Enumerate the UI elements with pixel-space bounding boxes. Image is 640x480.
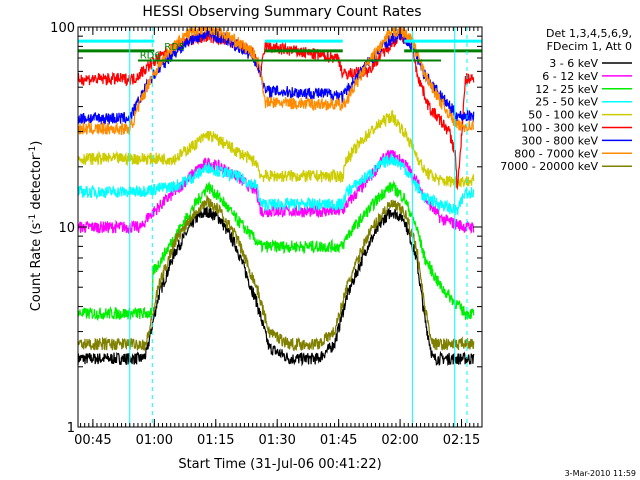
legend-entry-label: 3 - 6 keV	[549, 57, 598, 70]
x-tick-label: 02:00	[381, 433, 418, 448]
y-label-exponent: -1	[28, 146, 38, 155]
x-tick-label: 02:15	[443, 433, 480, 448]
y-tick-label: 10	[58, 221, 75, 236]
x-tick-label: 01:00	[136, 433, 173, 448]
x-axis-label: Start Time (31-Jul-06 00:41:22)	[178, 457, 381, 472]
x-tick-label: 01:30	[258, 433, 295, 448]
series-line	[77, 28, 475, 126]
y-axis-label: Count Rate (s-1 detector-1)	[28, 141, 44, 312]
annotation-label: RD6	[140, 50, 161, 61]
y-tick-label: 1	[67, 421, 75, 436]
legend-entry-label: 50 - 100 keV	[528, 109, 598, 122]
chart-title: HESSI Observing Summary Count Rates	[142, 4, 421, 20]
x-tick-label: 01:45	[320, 433, 357, 448]
legend-entry-label: 6 - 12 keV	[542, 70, 598, 83]
legend-entry-label: 800 - 7000 keV	[514, 147, 598, 160]
y-label-part: Count Rate (s	[29, 223, 44, 312]
legend-entry-label: 7000 - 20000 keV	[500, 160, 598, 173]
plot-timestamp: 3-Mar-2010 11:59	[565, 469, 636, 478]
series-line	[77, 109, 475, 189]
x-tick-label: 01:15	[197, 433, 234, 448]
y-label-part: )	[29, 141, 44, 146]
legend-entry-label: 12 - 25 keV	[535, 83, 598, 96]
annotation-label: RD5	[164, 42, 185, 53]
legend: Det 1,3,4,5,6,9,FDecim 1, Att 0 3 - 6 keV…	[500, 27, 632, 173]
legend-entry-label: 100 - 300 keV	[521, 122, 598, 135]
series-line	[77, 153, 475, 216]
legend-entry-label: 25 - 50 keV	[535, 96, 598, 109]
series-line	[77, 24, 475, 136]
series-line	[77, 149, 475, 235]
y-label-part: detector	[29, 154, 44, 214]
series-line	[77, 206, 475, 367]
y-label-exponent: -1	[28, 214, 38, 223]
legend-entry-label: 300 - 800 keV	[521, 134, 598, 147]
legend-header: Det 1,3,4,5,6,9,	[546, 27, 632, 40]
series-line	[77, 194, 475, 352]
series-line	[77, 179, 475, 322]
legend-header: FDecim 1, Att 0	[547, 40, 632, 53]
axes: 00:45 01:00 01:15 01:30 01:45 02:00 02:15 1 10 10…	[50, 21, 483, 448]
y-tick-label: 100	[50, 21, 75, 36]
x-tick-label: 00:45	[74, 433, 111, 448]
